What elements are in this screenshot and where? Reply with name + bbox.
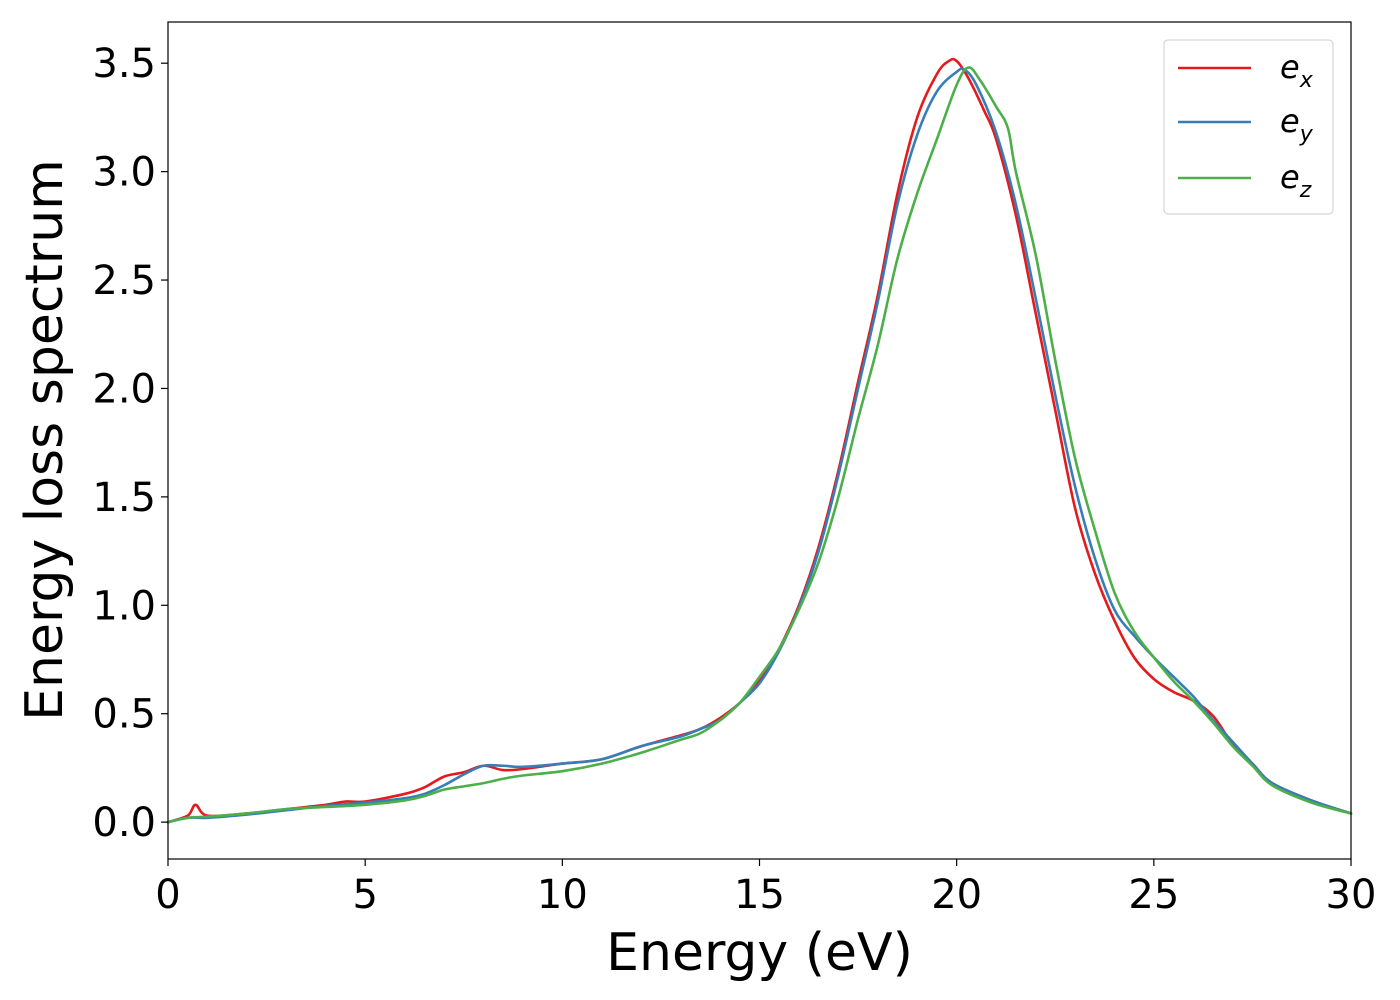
- y-tick-label: 2.5: [92, 258, 156, 304]
- y-tick-label: 0.0: [92, 800, 156, 846]
- x-axis-label: Energy (eV): [606, 923, 913, 983]
- series-line-ey: [166, 67, 1353, 824]
- x-axis-ticks: 0 5 10 15 20 25 30: [155, 859, 1376, 918]
- y-axis-ticks: 0.0 0.5 1.0 1.5 2.0 2.5 3.0 3.5: [92, 41, 168, 846]
- legend-label-base: e: [1280, 48, 1300, 86]
- x-tick-label: 10: [537, 872, 588, 918]
- y-tick-label: 3.5: [92, 41, 156, 87]
- legend-label-subscript: x: [1299, 68, 1314, 93]
- series-lines: [166, 57, 1353, 824]
- y-tick-label: 2.0: [92, 366, 156, 412]
- y-tick-label: 1.5: [92, 475, 156, 521]
- y-axis-label: Energy loss spectrum: [15, 159, 75, 721]
- y-tick-label: 3.0: [92, 150, 156, 196]
- x-tick-label: 15: [734, 872, 785, 918]
- legend-label-base: e: [1280, 102, 1300, 140]
- y-tick-label: 0.5: [92, 692, 156, 738]
- legend-label-subscript: z: [1299, 178, 1312, 203]
- x-tick-label: 5: [352, 872, 377, 918]
- legend-label-ex: ex: [1280, 48, 1314, 93]
- x-tick-label: 20: [931, 872, 982, 918]
- x-tick-label: 25: [1128, 872, 1179, 918]
- legend-label-base: e: [1280, 158, 1300, 196]
- legend-box: [1163, 39, 1334, 215]
- y-tick-label: 1.0: [92, 583, 156, 629]
- legend-label-ez: ez: [1280, 158, 1312, 203]
- x-tick-label: 0: [155, 872, 180, 918]
- x-tick-label: 30: [1326, 872, 1377, 918]
- series-line-ez: [166, 66, 1353, 824]
- legend-label-subscript: y: [1299, 122, 1314, 147]
- legend-label-ey: ey: [1280, 102, 1314, 147]
